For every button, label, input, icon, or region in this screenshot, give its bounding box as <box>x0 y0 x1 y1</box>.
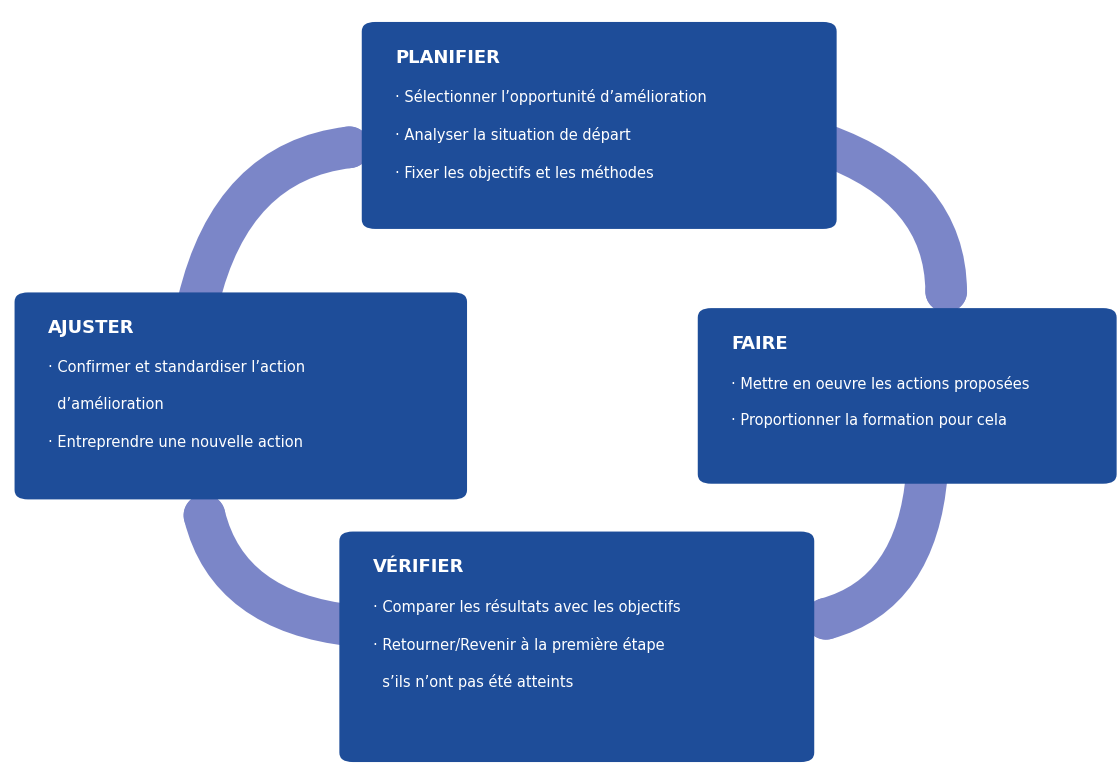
Text: s’ils n’ont pas été atteints: s’ils n’ont pas été atteints <box>373 674 573 690</box>
Text: · Comparer les résultats avec les objectifs: · Comparer les résultats avec les object… <box>373 599 681 615</box>
Text: d’amélioration: d’amélioration <box>48 397 164 412</box>
FancyBboxPatch shape <box>362 22 837 229</box>
Text: · Retourner/Revenir à la première étape: · Retourner/Revenir à la première étape <box>373 637 664 652</box>
Text: FAIRE: FAIRE <box>731 335 788 353</box>
FancyArrowPatch shape <box>204 515 353 626</box>
FancyArrowPatch shape <box>825 474 927 619</box>
Text: AJUSTER: AJUSTER <box>48 319 134 337</box>
Text: · Analyser la situation de départ: · Analyser la situation de départ <box>395 127 631 143</box>
Text: · Mettre en oeuvre les actions proposées: · Mettre en oeuvre les actions proposées <box>731 376 1030 391</box>
Text: · Entreprendre une nouvelle action: · Entreprendre une nouvelle action <box>48 435 304 450</box>
FancyBboxPatch shape <box>15 292 467 499</box>
FancyBboxPatch shape <box>698 308 1117 484</box>
Text: PLANIFIER: PLANIFIER <box>395 49 501 67</box>
FancyArrowPatch shape <box>823 144 946 292</box>
Text: · Confirmer et standardiser l’action: · Confirmer et standardiser l’action <box>48 360 306 375</box>
Text: · Fixer les objectifs et les méthodes: · Fixer les objectifs et les méthodes <box>395 165 654 180</box>
Text: VÉRIFIER: VÉRIFIER <box>373 558 465 576</box>
Text: · Sélectionner l’opportunité d’amélioration: · Sélectionner l’opportunité d’améliorat… <box>395 89 707 105</box>
Text: · Proportionner la formation pour cela: · Proportionner la formation pour cela <box>731 413 1007 428</box>
FancyBboxPatch shape <box>339 532 814 762</box>
FancyArrowPatch shape <box>198 147 349 302</box>
